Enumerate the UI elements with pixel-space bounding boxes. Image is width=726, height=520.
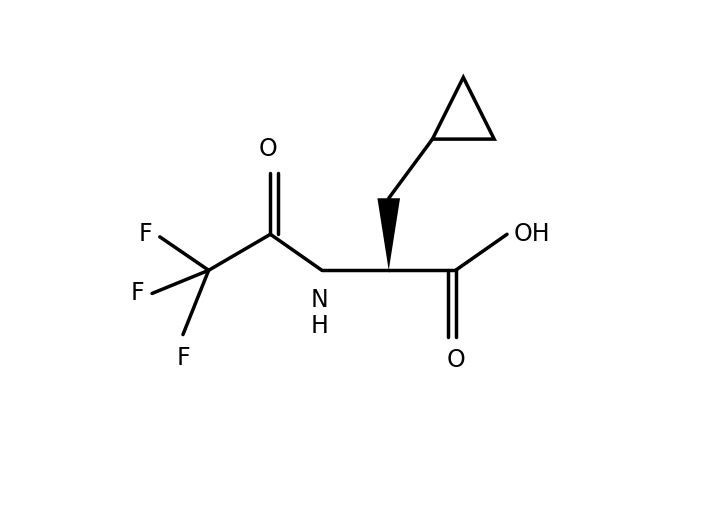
Text: O: O xyxy=(258,137,277,161)
Text: O: O xyxy=(446,348,465,372)
Text: F: F xyxy=(139,222,152,246)
Polygon shape xyxy=(378,198,400,270)
Text: F: F xyxy=(131,281,144,305)
Text: N: N xyxy=(311,288,328,313)
Text: F: F xyxy=(176,346,189,370)
Text: OH: OH xyxy=(513,222,550,246)
Text: H: H xyxy=(310,314,328,338)
